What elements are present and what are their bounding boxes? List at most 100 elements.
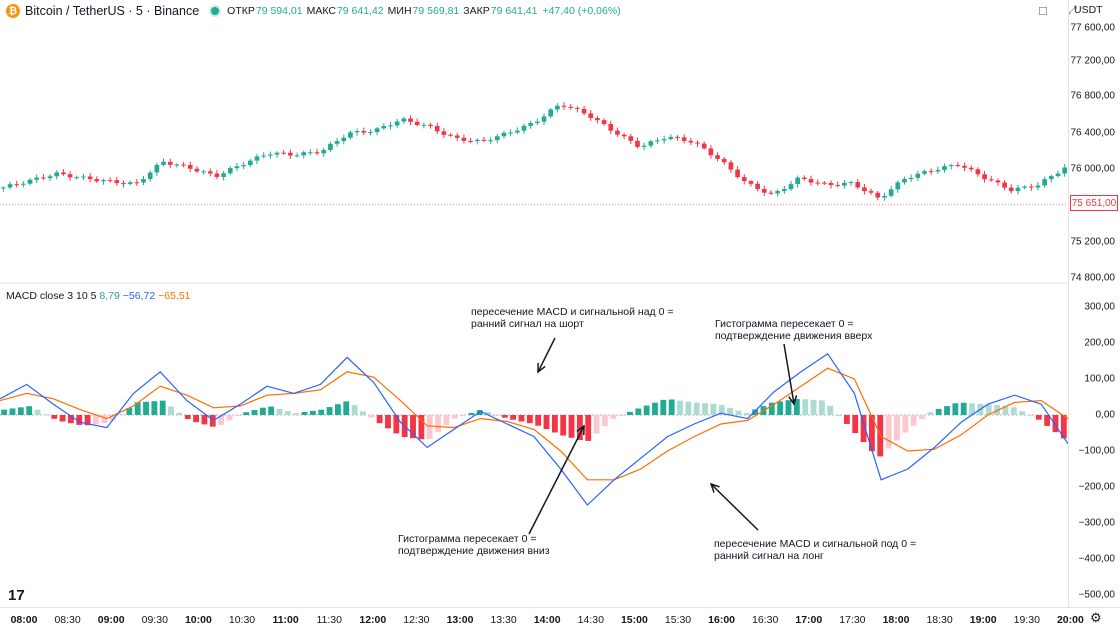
price-candle <box>74 177 80 179</box>
price-candle <box>635 140 640 147</box>
settings-icon[interactable]: ⚙ <box>1090 610 1102 625</box>
arrow-hist-down-head <box>576 424 585 436</box>
price-candle <box>848 182 854 184</box>
histogram-bar <box>910 415 917 426</box>
histogram-bar <box>1027 415 1034 416</box>
price-candle <box>41 177 46 179</box>
price-candle <box>882 195 887 198</box>
price-candle <box>107 180 113 182</box>
price-candle <box>655 140 660 142</box>
price-candle <box>214 173 220 177</box>
price-candle <box>81 176 86 178</box>
price-candle <box>815 182 821 184</box>
price-candle <box>955 165 961 167</box>
price-candle <box>1048 176 1054 180</box>
macd-tick: 100,00 <box>1084 373 1115 385</box>
price-candle <box>121 183 126 185</box>
price-candle <box>14 184 20 186</box>
histogram-bar <box>485 412 492 415</box>
macd-legend[interactable]: MACD close 3 10 5 8,79 −56,72 −65,51 <box>6 290 191 302</box>
price-candle <box>641 145 647 147</box>
price-candle <box>308 152 313 154</box>
price-candle <box>1002 182 1007 188</box>
arrow-long-signal-head <box>709 482 720 493</box>
macd-tick: 0,00 <box>1095 409 1115 421</box>
histogram-bar <box>718 404 725 415</box>
price-candle <box>181 164 186 166</box>
price-candle <box>615 130 620 135</box>
price-candle <box>474 139 480 142</box>
price-candle <box>755 183 760 190</box>
price-candle <box>314 152 320 154</box>
histogram-bar <box>1060 415 1067 439</box>
histogram-bar <box>234 415 241 416</box>
price-candle <box>721 158 727 163</box>
price-candle <box>187 164 193 169</box>
time-axis[interactable]: 08:00 08:30 09:00 09:30 10:00 10:30 11:00 11:30… <box>0 607 1120 631</box>
price-candle <box>855 182 861 188</box>
price-candle <box>388 125 393 127</box>
price-candle <box>67 174 73 178</box>
histogram-bar <box>518 415 525 422</box>
price-candle <box>528 123 533 126</box>
time-tick: 12:00 <box>359 614 387 626</box>
ohlc-high: МАКС79 641,42 <box>306 5 384 17</box>
arrow-long-signal <box>710 483 759 531</box>
price-candle <box>514 130 520 133</box>
symbol-title[interactable]: Bitcoin / TetherUS · 5 · Binance <box>25 4 200 18</box>
histogram-bar <box>843 415 850 424</box>
price-candle <box>968 167 974 170</box>
histogram-bar <box>493 414 500 416</box>
price-candle <box>521 125 527 131</box>
price-candle <box>875 192 881 198</box>
histogram-bar <box>34 409 41 415</box>
histogram-bar <box>1010 407 1017 415</box>
histogram-bar <box>385 415 391 429</box>
histogram-bar <box>243 412 250 415</box>
macd-tick: −500,00 <box>1078 589 1115 601</box>
price-candle <box>481 139 487 141</box>
price-candle <box>94 179 100 182</box>
time-tick: 12:30 <box>403 614 430 626</box>
price-candle <box>441 131 447 135</box>
time-tick: 14:30 <box>577 614 604 626</box>
histogram-bar <box>326 407 333 415</box>
price-candle <box>942 166 947 170</box>
price-candle <box>888 189 894 196</box>
price-candle <box>34 177 40 180</box>
histogram-bar <box>1035 415 1042 420</box>
price-candle <box>1022 186 1027 188</box>
macd-legend-name: MACD close 3 10 5 <box>6 290 97 302</box>
price-axis[interactable]: 77 600,00 77 200,00 76 800,00 76 400,00 … <box>1068 0 1120 607</box>
time-tick: 13:00 <box>446 614 474 626</box>
histogram-bar <box>59 415 66 422</box>
histogram-bar <box>451 415 458 419</box>
histogram-bar <box>151 401 158 415</box>
chart-canvas[interactable] <box>0 0 1068 607</box>
tradingview-logo[interactable]: 17 <box>8 587 25 604</box>
histogram-bar <box>677 400 683 415</box>
price-candle <box>535 121 540 124</box>
price-candle <box>408 118 413 122</box>
price-candle <box>114 180 120 184</box>
macd-tick: 200,00 <box>1084 337 1115 349</box>
histogram-bar <box>660 399 667 415</box>
ohlc-low: МИН79 569,81 <box>387 5 460 17</box>
histogram-bar <box>109 415 116 421</box>
histogram-bar <box>42 414 49 416</box>
histogram-bar <box>576 415 583 441</box>
price-tick: 76 400,00 <box>1070 127 1116 139</box>
time-tick: 18:00 <box>882 614 910 626</box>
histogram-bar <box>852 415 859 434</box>
price-candle <box>127 182 133 184</box>
histogram-bar <box>752 409 759 415</box>
window-controls-icon[interactable]: ◻ ⤢ <box>1038 3 1085 17</box>
price-candle <box>908 177 914 180</box>
price-candle <box>902 179 907 183</box>
price-candle <box>548 109 554 117</box>
price-candle <box>1028 186 1034 188</box>
currency-label[interactable]: USDT <box>1074 4 1103 16</box>
price-candle <box>1062 167 1067 174</box>
price-candle <box>354 130 360 133</box>
histogram-bar <box>143 401 149 415</box>
